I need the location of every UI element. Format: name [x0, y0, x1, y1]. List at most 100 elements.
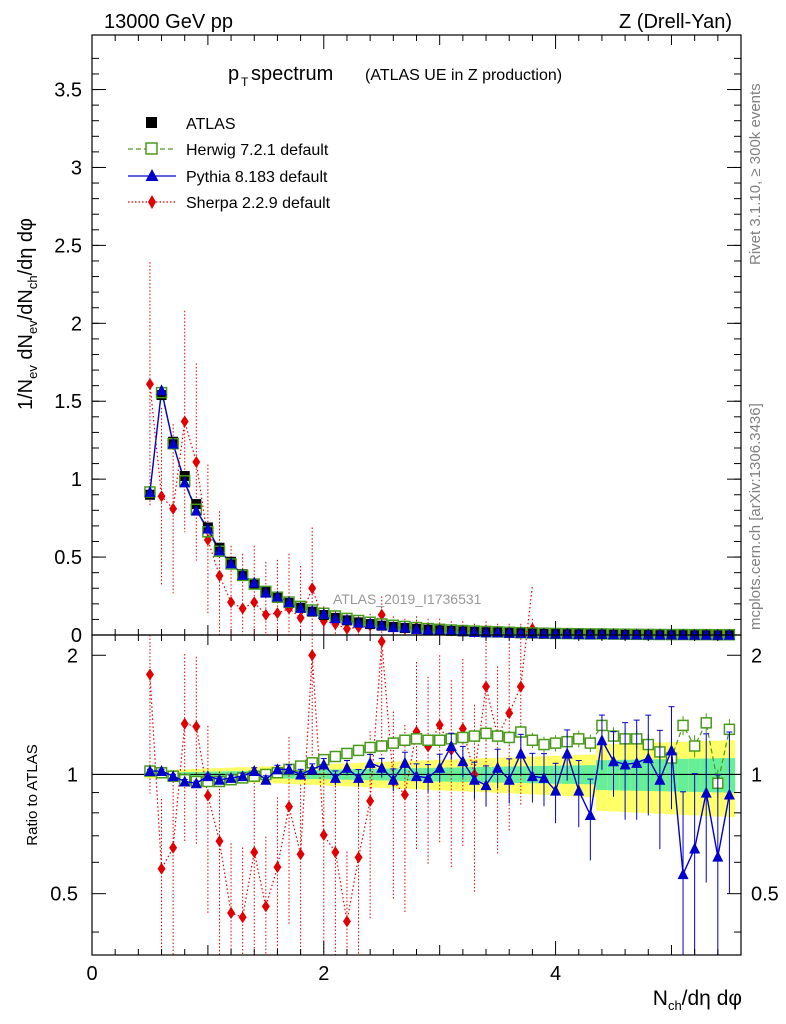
pythia-ratio-point	[457, 755, 469, 767]
legend-label-herwig: Herwig 7.2.1 default	[186, 142, 329, 159]
pythia-ratio-point	[550, 784, 562, 796]
pythia-ratio-point	[631, 756, 643, 768]
sherpa-point	[169, 502, 178, 515]
pythia-ratio-point	[341, 761, 353, 773]
pythia-point	[248, 576, 260, 588]
ratio-ytick-label-right: 0.5	[751, 884, 779, 906]
legend-item-sherpa: Sherpa 2.2.9 default	[128, 195, 331, 212]
legend-label-atlas: ATLAS	[186, 116, 236, 133]
pythia-point	[654, 628, 666, 640]
pythia-point	[225, 557, 237, 569]
sherpa-ratio-point	[377, 635, 386, 648]
xtick-label: 4	[550, 963, 561, 985]
pythia-ratio-point	[468, 773, 480, 785]
sherpa-ratio-point	[192, 720, 201, 733]
xlabel: Nch/dη dφ	[653, 987, 742, 1013]
pythia-point	[411, 622, 422, 634]
legend-item-atlas: ATLAS	[146, 116, 236, 133]
sherpa-ratio-point	[331, 846, 340, 859]
pythia-ratio-point	[179, 775, 191, 787]
pythia-ratio-point	[283, 763, 295, 775]
sherpa-point	[342, 622, 351, 635]
sherpa-point	[157, 490, 166, 503]
sherpa-ratio-point	[482, 680, 491, 693]
pythia-point	[260, 586, 272, 598]
xtick-label: 0	[86, 963, 97, 985]
herwig-ratio-point	[433, 734, 446, 747]
title-sub: T	[241, 75, 249, 89]
main-ticks: 0 0.5 1 1.5 2 2.5 3 3.5	[54, 35, 741, 647]
pythia-ratio-point	[376, 761, 388, 773]
pythia-ratio-point	[689, 842, 701, 854]
herwig-ratio-point	[538, 738, 550, 751]
herwig-ratio-point	[677, 719, 689, 732]
herwig-ratio-point	[457, 731, 469, 744]
pythia-ratio-point	[434, 761, 446, 773]
pythia-point	[700, 628, 712, 640]
herwig-ratio-point	[526, 734, 539, 747]
sherpa-ratio-point	[308, 649, 317, 662]
sherpa-point	[227, 596, 236, 609]
sherpa-ratio-point	[227, 907, 236, 920]
pythia-ratio-point	[480, 779, 492, 791]
legend-marker-sherpa	[148, 195, 156, 209]
ratio-ytick-label-right: 2	[751, 645, 762, 667]
pythia-point	[608, 628, 620, 640]
pythia-point	[422, 623, 434, 635]
pythia-point	[561, 627, 573, 639]
pythia-ratio-point	[503, 773, 515, 785]
legend-label-pythia: Pythia 8.183 default	[186, 169, 328, 186]
pythia-ratio-point	[144, 765, 156, 777]
pythia-point	[144, 485, 156, 497]
herwig-ratio-point	[399, 734, 411, 747]
legend-marker-herwig	[145, 142, 158, 155]
pythia-point	[399, 621, 411, 633]
ratio-ticks: 0.5 0.5 1 1 2 2 0 2 4	[50, 635, 779, 985]
sherpa-point	[296, 611, 305, 624]
xtick-label: 2	[318, 963, 329, 985]
herwig-ratio-point	[573, 733, 585, 745]
ratio-band-green	[596, 760, 608, 791]
mcplots-label: mcplots.cern.ch [arXiv:1306.3436]	[747, 403, 764, 630]
title-rest: spectrum	[251, 63, 333, 85]
sherpa-point	[145, 378, 154, 391]
sherpa-ratio-point	[505, 707, 514, 720]
herwig-ratio-point	[375, 740, 388, 752]
pythia-ratio-point	[723, 788, 735, 800]
sherpa-ratio-point	[400, 788, 409, 801]
sherpa-point	[377, 608, 386, 621]
legend-item-herwig: Herwig 7.2.1 default	[128, 142, 329, 159]
pythia-ratio-point	[492, 761, 504, 773]
pythia-point	[445, 624, 457, 636]
pythia-point	[283, 596, 295, 608]
pythia-ratio-point	[538, 771, 550, 783]
pythia-ratio-point	[654, 773, 666, 785]
ratio-band-green	[677, 758, 689, 792]
pythia-ratio-point	[422, 771, 434, 783]
pythia-point	[190, 504, 202, 516]
pythia-ratio-point	[619, 758, 631, 770]
sherpa-ratio-point	[215, 835, 224, 848]
herwig-ratio-point	[688, 740, 701, 752]
pythia-point	[179, 476, 191, 488]
sherpa-ratio-point	[342, 915, 351, 928]
sherpa-point	[238, 602, 247, 615]
main-ytick-label: 0.5	[54, 547, 82, 569]
pythia-point	[376, 619, 388, 631]
watermark: ATLAS_2019_I1736531	[333, 591, 482, 607]
legend-marker-pythia	[145, 169, 159, 181]
pythia-point	[202, 522, 214, 534]
herwig-ratio-point	[329, 750, 342, 763]
sherpa-point	[250, 596, 259, 609]
pythia-point	[468, 625, 480, 637]
pythia-point	[237, 568, 249, 580]
pythia-point	[306, 604, 318, 616]
sherpa-ratio-point	[261, 900, 270, 913]
herwig-ratio-point	[700, 717, 712, 729]
ylabel-text: 1/Nev dNev/dNch/dη dφ	[15, 218, 40, 410]
herwig-ratio-point	[584, 737, 597, 749]
pythia-ratio-point	[642, 752, 654, 764]
sherpa-ratio-point	[145, 668, 154, 681]
pythia-point	[387, 621, 399, 633]
